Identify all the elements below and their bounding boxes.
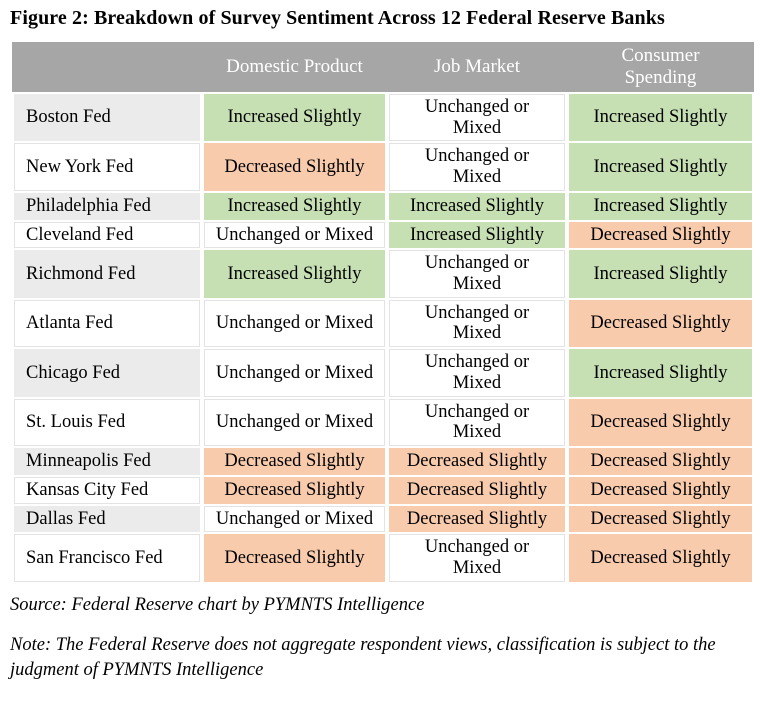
sentiment-table: Domestic Product Job Market Consumer Spe… (10, 42, 756, 584)
table-row: Chicago Fed Unchanged or Mixed Unchanged o… (10, 347, 756, 399)
column-header-domestic-product: Domestic Product (202, 42, 387, 93)
sentiment-cell: Decreased Slightly (565, 219, 756, 251)
sentiment-cell: Unchanged or Mixed (200, 396, 389, 449)
sentiment-cell: Decreased Slightly (565, 532, 756, 584)
sentiment-cell: Decreased Slightly (565, 396, 756, 449)
table-row: St. Louis Fed Unchanged or Mixed Unchanged… (10, 396, 756, 449)
table-row: Cleveland Fed Unchanged or Mixed Increased… (10, 219, 756, 251)
bank-name-cell: Kansas City Fed (10, 474, 204, 506)
sentiment-cell: Increased Slightly (565, 190, 756, 222)
sentiment-cell: Increased Slightly (200, 190, 389, 222)
sentiment-cell: Increased Slightly (565, 141, 756, 193)
column-header-consumer-spending: Consumer Spending (567, 42, 754, 93)
table-row: Dallas Fed Unchanged or Mixed Decreased Sl… (10, 503, 756, 535)
table-row: Atlanta Fed Unchanged or Mixed Unchanged o… (10, 297, 756, 350)
sentiment-cell: Unchanged or Mixed (200, 347, 389, 399)
bank-name-cell: Atlanta Fed (10, 297, 204, 350)
sentiment-cell: Decreased Slightly (200, 141, 389, 193)
bank-name-cell: New York Fed (10, 141, 204, 193)
corner-cell (12, 42, 202, 93)
bank-name-cell: Cleveland Fed (10, 219, 204, 251)
sentiment-cell: Increased Slightly (200, 248, 389, 300)
sentiment-cell: Decreased Slightly (565, 446, 756, 477)
sentiment-cell: Decreased Slightly (200, 446, 389, 477)
table-row: Philadelphia Fed Increased Slightly Increa… (10, 190, 756, 222)
sentiment-cell: Unchanged or Mixed (385, 396, 569, 449)
figure-title: Figure 2: Breakdown of Survey Sentiment … (10, 7, 665, 29)
table-row: New York Fed Decreased Slightly Unchanged … (10, 141, 756, 193)
sentiment-cell: Increased Slightly (565, 248, 756, 300)
table-row: Minneapolis Fed Decreased Slightly Decreas… (10, 446, 756, 477)
sentiment-cell: Decreased Slightly (565, 474, 756, 506)
bank-name-cell: Minneapolis Fed (10, 446, 204, 477)
sentiment-cell: Increased Slightly (565, 347, 756, 399)
table-row: Boston Fed Increased Slightly Unchanged or… (10, 91, 756, 144)
sentiment-cell: Unchanged or Mixed (200, 297, 389, 350)
sentiment-cell: Increased Slightly (200, 91, 389, 144)
methodology-note: Note: The Federal Reserve does not aggre… (10, 634, 716, 680)
sentiment-cell: Unchanged or Mixed (200, 503, 389, 535)
header-row: Domestic Product Job Market Consumer Spe… (12, 42, 754, 93)
bank-name-cell: Philadelphia Fed (10, 190, 204, 222)
bank-name-cell: Chicago Fed (10, 347, 204, 399)
table-row: Kansas City Fed Decreased Slightly Decreas… (10, 474, 756, 506)
bank-name-cell: Richmond Fed (10, 248, 204, 300)
sentiment-cell: Increased Slightly (565, 91, 756, 144)
sentiment-cell: Unchanged or Mixed (385, 141, 569, 193)
bank-name-cell: Boston Fed (10, 91, 204, 144)
sentiment-cell: Increased Slightly (385, 190, 569, 222)
bank-name-cell: San Francisco Fed (10, 532, 204, 584)
sentiment-cell: Unchanged or Mixed (385, 347, 569, 399)
table-row: Richmond Fed Increased Slightly Unchanged … (10, 248, 756, 300)
sentiment-cell: Unchanged or Mixed (385, 91, 569, 144)
sentiment-cell: Decreased Slightly (200, 474, 389, 506)
sentiment-cell: Unchanged or Mixed (385, 297, 569, 350)
sentiment-cell: Unchanged or Mixed (385, 248, 569, 300)
sentiment-cell: Decreased Slightly (565, 297, 756, 350)
sentiment-cell: Decreased Slightly (385, 503, 569, 535)
column-header-job-market: Job Market (387, 42, 567, 93)
sentiment-cell: Decreased Slightly (200, 532, 389, 584)
sentiment-cell: Unchanged or Mixed (200, 219, 389, 251)
sentiment-cell: Unchanged or Mixed (385, 532, 569, 584)
sentiment-cell: Decreased Slightly (385, 446, 569, 477)
sentiment-cell: Decreased Slightly (385, 474, 569, 506)
source-note: Source: Federal Reserve chart by PYMNTS … (10, 594, 425, 615)
bank-name-cell: St. Louis Fed (10, 396, 204, 449)
sentiment-cell: Decreased Slightly (565, 503, 756, 535)
table-row: San Francisco Fed Decreased Slightly Uncha… (10, 532, 756, 584)
bank-name-cell: Dallas Fed (10, 503, 204, 535)
sentiment-cell: Increased Slightly (385, 219, 569, 251)
